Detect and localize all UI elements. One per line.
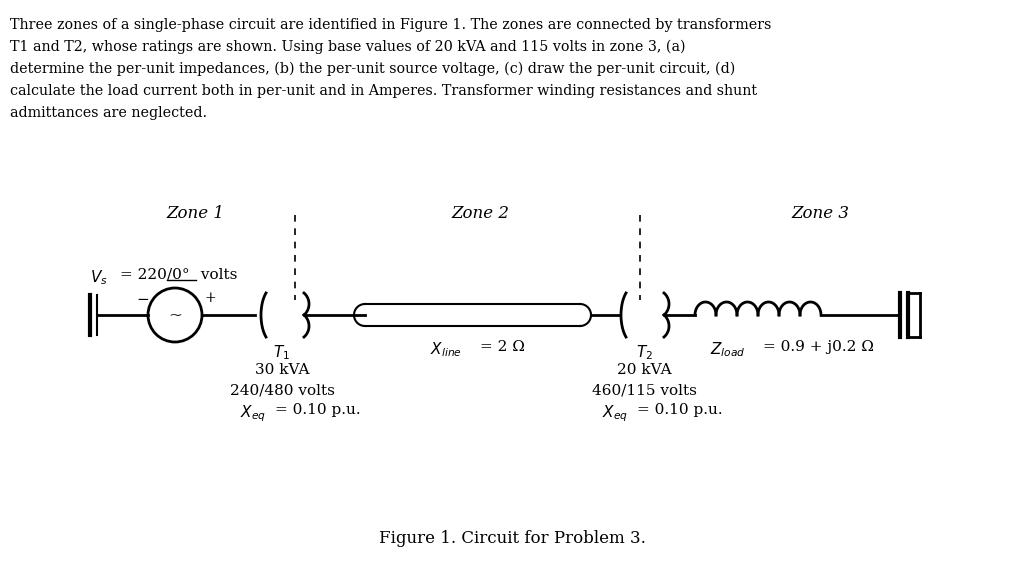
Text: volts: volts [196, 268, 238, 282]
Text: $X_{eq}$: $X_{eq}$ [240, 403, 266, 424]
Text: determine the per-unit impedances, (b) the per-unit source voltage, (c) draw the: determine the per-unit impedances, (b) t… [10, 62, 735, 76]
Text: ~: ~ [168, 306, 182, 324]
Text: admittances are neglected.: admittances are neglected. [10, 106, 207, 120]
Text: 20 kVA: 20 kVA [616, 363, 672, 377]
Text: +: + [205, 291, 217, 305]
Text: = 220: = 220 [120, 268, 167, 282]
Text: $Z_{load}$: $Z_{load}$ [710, 340, 745, 359]
Text: Zone 1: Zone 1 [166, 205, 224, 222]
Text: calculate the load current both in per-unit and in Amperes. Transformer winding : calculate the load current both in per-u… [10, 84, 757, 98]
Text: $X_{eq}$: $X_{eq}$ [602, 403, 628, 424]
Text: = 0.10 p.u.: = 0.10 p.u. [637, 403, 723, 417]
Text: = 0.9 + j0.2 Ω: = 0.9 + j0.2 Ω [763, 340, 873, 354]
Text: 240/480 volts: 240/480 volts [229, 383, 335, 397]
Text: Figure 1. Circuit for Problem 3.: Figure 1. Circuit for Problem 3. [379, 530, 645, 547]
Text: = 2 Ω: = 2 Ω [480, 340, 525, 354]
Text: $T_2$: $T_2$ [636, 343, 652, 362]
Text: Zone 3: Zone 3 [791, 205, 849, 222]
Text: Zone 2: Zone 2 [451, 205, 509, 222]
Text: = 0.10 p.u.: = 0.10 p.u. [275, 403, 360, 417]
Text: $V_s$: $V_s$ [90, 268, 108, 286]
Text: Three zones of a single-phase circuit are identified in Figure 1. The zones are : Three zones of a single-phase circuit ar… [10, 18, 771, 32]
Text: $T_1$: $T_1$ [273, 343, 291, 362]
Text: 460/115 volts: 460/115 volts [592, 383, 696, 397]
Text: −: − [136, 293, 148, 307]
Text: $X_{line}$: $X_{line}$ [430, 340, 462, 359]
Text: 30 kVA: 30 kVA [255, 363, 309, 377]
Text: /0°: /0° [167, 268, 189, 282]
Text: T1 and T2, whose ratings are shown. Using base values of 20 kVA and 115 volts in: T1 and T2, whose ratings are shown. Usin… [10, 40, 685, 54]
